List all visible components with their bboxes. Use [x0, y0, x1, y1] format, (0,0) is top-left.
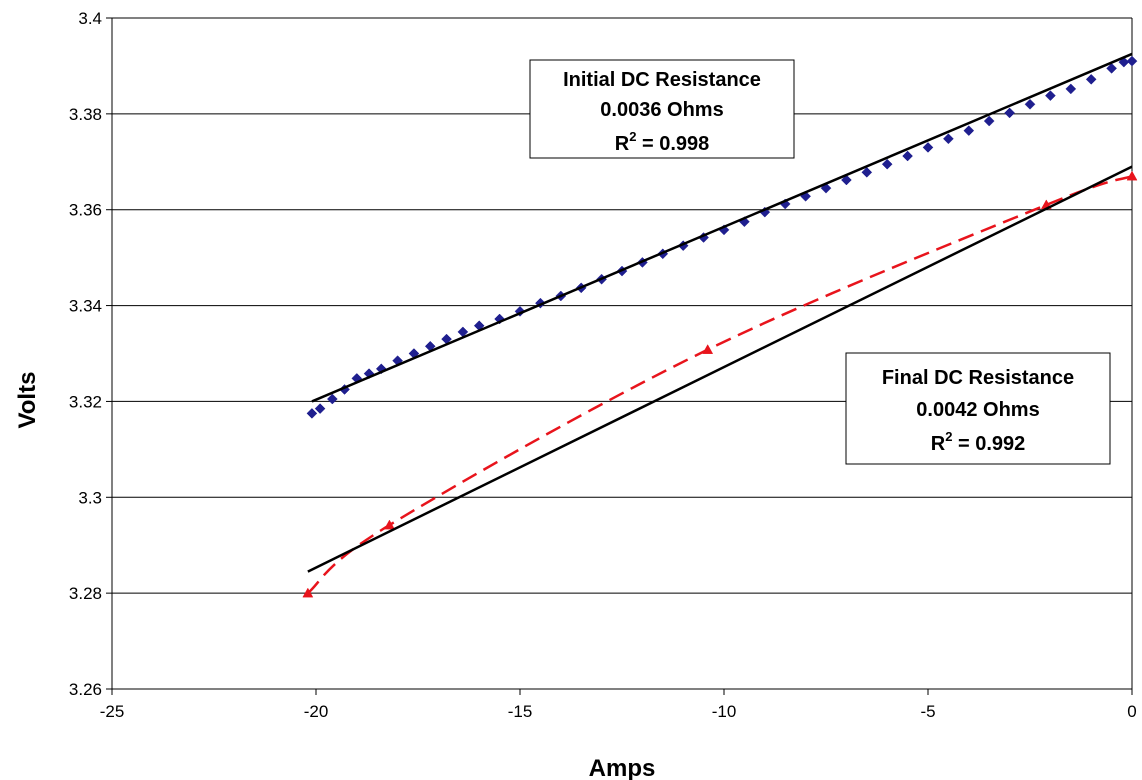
initial-point-45 [1126, 55, 1138, 67]
x-tick-label-4: -5 [920, 702, 935, 721]
annotation-initial-r2: R2 = 0.998 [615, 129, 710, 155]
x-tick-label-3: -10 [712, 702, 737, 721]
initial-point-42 [1085, 73, 1097, 85]
y-tick-label-2: 3.3 [78, 488, 102, 507]
series-layer [302, 55, 1138, 598]
annotation-initial-box [529, 59, 795, 159]
annotation-final-r2-prefix: R [931, 433, 946, 455]
y-tick-label-4: 3.34 [69, 297, 102, 316]
annotation-initial-r2-prefix: R [615, 133, 630, 155]
final-point-4 [1126, 170, 1138, 181]
y-tick-label-0: 3.26 [69, 680, 102, 699]
x-tick-label-2: -15 [508, 702, 533, 721]
final-point-2 [702, 344, 714, 354]
annotation-initial-resistance: 0.0036 Ohms [600, 99, 723, 121]
trendline-layer [307, 52, 1133, 573]
annotation-initial-title: Initial DC Resistance [563, 69, 761, 91]
x-tick-label-5: 0 [1127, 702, 1136, 721]
initial-point-41 [1065, 83, 1077, 95]
series-initial [306, 55, 1138, 419]
final-point-1 [384, 519, 395, 530]
initial-point-39 [1024, 98, 1036, 110]
annotation-final: Final DC Resistance 0.0042 Ohms R2 = 0.9… [845, 352, 1111, 465]
initial-point-38 [1004, 107, 1015, 119]
trendline-1 [307, 165, 1133, 573]
x-axis-title: Amps [589, 755, 656, 780]
axes-layer [106, 17, 1133, 695]
annotation-final-title: Final DC Resistance [882, 367, 1074, 389]
initial-point-33 [902, 150, 913, 162]
x-tick-label-0: -25 [100, 702, 125, 721]
y-axis-title: Volts [14, 372, 41, 429]
initial-point-0 [306, 408, 318, 419]
initial-point-37 [983, 115, 995, 127]
y-tick-label-1: 3.28 [69, 584, 102, 603]
annotation-final-r2-sup: 2 [945, 429, 952, 444]
initial-point-34 [922, 142, 934, 153]
x-tick-label-1: -20 [304, 702, 329, 721]
y-tick-label-3: 3.32 [69, 392, 102, 411]
y-tick-label-5: 3.36 [69, 201, 102, 220]
initial-point-31 [861, 166, 873, 178]
initial-point-40 [1045, 90, 1056, 101]
annotation-initial-r2-value: = 0.998 [636, 133, 709, 155]
annotation-initial: Initial DC Resistance 0.0036 Ohms R2 = 0… [529, 59, 795, 159]
annotation-final-r2-value: = 0.992 [952, 433, 1025, 455]
annotation-initial-r2-sup: 2 [629, 129, 636, 144]
initial-point-1 [314, 403, 326, 414]
final-point-0 [302, 587, 314, 598]
tick-label-layer: 3.26 3.28 3.3 3.32 3.34 3.36 3.38 3.4 -25 -20 -15 -… [69, 9, 1137, 721]
annotation-final-r2: R2 = 0.992 [931, 429, 1026, 455]
annotation-final-resistance: 0.0042 Ohms [916, 399, 1039, 421]
y-tick-label-7: 3.4 [78, 9, 102, 28]
y-tick-label-6: 3.38 [69, 105, 102, 124]
initial-point-36 [963, 125, 975, 136]
annotation-final-box [845, 352, 1111, 465]
initial-point-2 [326, 393, 338, 405]
trendline-0 [311, 52, 1133, 403]
initial-point-32 [881, 158, 893, 170]
initial-point-30 [841, 174, 852, 186]
initial-point-35 [943, 133, 954, 145]
initial-point-43 [1106, 62, 1117, 74]
